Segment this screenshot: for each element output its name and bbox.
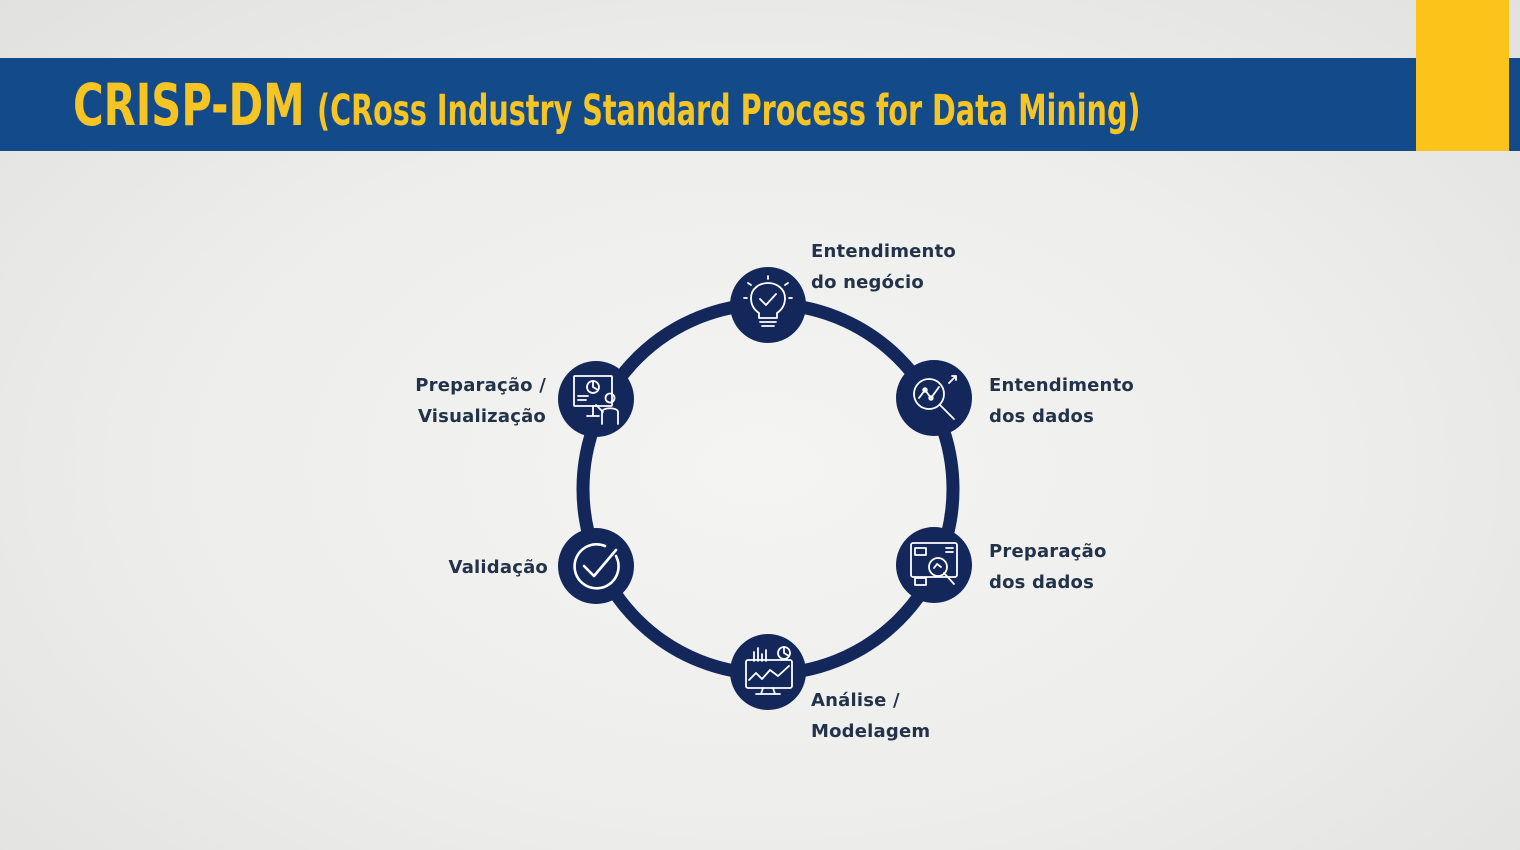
step-node-data-understanding (896, 360, 972, 436)
label-line: Preparação / (415, 375, 546, 396)
step-node-modeling (730, 634, 806, 710)
slide-title: CRISP-DM (CRoss Industry Standard Proces… (73, 62, 1429, 148)
label-line: dos dados (989, 572, 1095, 593)
label-line: Entendimento (811, 241, 956, 262)
slide-title-main: CRISP-DM (73, 71, 305, 139)
presentation-icon (573, 375, 619, 425)
magnifier-chart-icon (913, 375, 957, 420)
label-line: Modelagem (811, 721, 931, 742)
label-visualization: Preparação / Visualização (415, 370, 546, 432)
label-line: Preparação (989, 541, 1107, 562)
accent-block (1416, 0, 1509, 151)
data-preparation-icon (910, 542, 958, 586)
label-data-understanding: Entendimento dos dados (989, 370, 1134, 432)
checkmark-circle-icon (573, 543, 620, 590)
label-line: dos dados (989, 406, 1095, 427)
label-line: Análise / (811, 690, 900, 711)
slide-title-subtitle: (CRoss Industry Standard Process for Dat… (316, 86, 1141, 136)
label-line: do negócio (811, 272, 924, 293)
analytics-dashboard-icon (745, 646, 793, 695)
label-line: Entendimento (989, 375, 1134, 396)
cycle-ring (576, 297, 960, 681)
label-line: Visualização (417, 406, 546, 427)
title-banner (0, 58, 1520, 151)
label-modeling: Análise / Modelagem (811, 685, 930, 747)
label-validation: Validação (449, 552, 548, 583)
label-business-understanding: Entendimento do negócio (811, 236, 956, 298)
step-node-data-preparation (896, 527, 972, 603)
label-data-preparation: Preparação dos dados (989, 536, 1107, 598)
step-node-business-understanding (730, 267, 806, 343)
step-node-visualization (558, 361, 634, 437)
step-node-validation (558, 528, 634, 604)
lightbulb-check-icon (743, 275, 793, 327)
label-line: Validação (448, 557, 548, 578)
